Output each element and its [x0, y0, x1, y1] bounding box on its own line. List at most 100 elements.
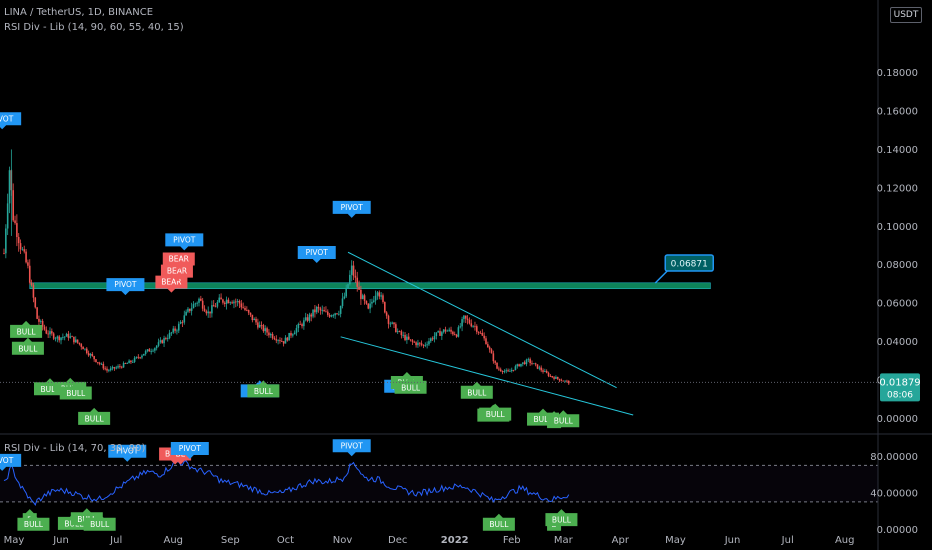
candle-body	[567, 380, 570, 384]
candle-body	[475, 326, 478, 332]
pivot-label[interactable]: PIVOT	[332, 200, 371, 218]
candle-body	[516, 364, 519, 367]
bull-label-text: BULL	[254, 387, 274, 396]
price-tick-label: 0.14000	[877, 145, 918, 156]
candle-body	[244, 307, 246, 310]
candle-body	[172, 328, 175, 333]
bear-label[interactable]: BEAR	[162, 252, 195, 270]
candle-body	[426, 344, 428, 346]
candle-body	[402, 334, 405, 336]
candle-body	[367, 303, 370, 309]
candle-body	[509, 371, 511, 372]
price-tick-label: 0.18000	[877, 68, 918, 79]
candle-body	[190, 308, 193, 311]
candle-body	[159, 340, 162, 343]
candle-body	[258, 324, 261, 328]
bull-label-box	[59, 382, 92, 400]
candle-body	[280, 341, 283, 342]
candle-body	[290, 332, 292, 336]
candle-body	[152, 350, 154, 352]
candle-body	[531, 363, 533, 364]
candle-body	[299, 323, 301, 325]
bull-label[interactable]: BULL	[83, 513, 116, 531]
candle-body	[5, 228, 7, 254]
candle-body	[321, 309, 324, 311]
candle-body	[505, 370, 508, 372]
candle-body	[76, 339, 79, 343]
candle-body	[85, 348, 88, 354]
candle-body	[415, 342, 417, 346]
candle-body	[65, 333, 68, 337]
candle-body	[47, 333, 49, 335]
bull-label-text: BULL	[66, 389, 86, 398]
candle-body	[165, 338, 167, 340]
bull-label[interactable]: BULL	[479, 403, 512, 421]
candle-body	[442, 329, 445, 333]
bull-label[interactable]: BULL	[460, 381, 493, 399]
pivot-label[interactable]: PIVOT	[297, 246, 336, 264]
candle-body	[51, 331, 53, 334]
candle-body	[238, 301, 241, 304]
bull-label[interactable]: BULL	[547, 410, 580, 428]
bull-label-box	[482, 513, 515, 531]
symbol-title[interactable]: LINA / TetherUS, 1D, BINANCE	[4, 7, 154, 18]
indicator-title[interactable]: RSI Div - Lib (14, 90, 60, 55, 40, 15)	[4, 22, 184, 33]
candle-body	[301, 324, 303, 327]
candle-body	[214, 306, 217, 308]
candle-body	[187, 308, 189, 312]
pivot-label[interactable]: PIVOT	[0, 453, 22, 471]
pivot-label[interactable]: PIVOT	[108, 444, 147, 462]
rsi-pane-title[interactable]: RSI Div - Lib (14, 70, 30, 90)	[4, 443, 146, 454]
bear-label[interactable]: BEAR	[160, 264, 193, 282]
candle-body	[424, 344, 427, 346]
bull-label[interactable]: BULL	[394, 376, 427, 394]
candle-body	[211, 305, 213, 314]
bear-label-box	[155, 275, 188, 293]
pivot-label-box	[297, 246, 336, 264]
candle-body	[481, 332, 484, 336]
pivot-label[interactable]: PIVOT	[170, 441, 209, 459]
candle-body	[249, 312, 252, 315]
bull-label[interactable]: BULL	[59, 382, 92, 400]
candle-body	[30, 282, 33, 286]
candle-body	[483, 335, 485, 339]
candle-body	[62, 337, 64, 338]
candle-body	[387, 315, 390, 324]
candle-body	[450, 329, 452, 332]
pivot-label[interactable]: PIVOT	[332, 439, 371, 457]
candle-body	[148, 349, 151, 352]
candle-body	[282, 341, 285, 344]
bull-label[interactable]: BULL	[78, 407, 111, 425]
candle-body	[314, 309, 316, 313]
pivot-label[interactable]: PIVOT	[106, 278, 145, 296]
candle-body	[52, 333, 55, 339]
bull-label[interactable]: BULL	[545, 509, 578, 527]
rsi-band	[0, 465, 878, 502]
candle-body	[494, 361, 496, 363]
pivot-label[interactable]: PIVOT	[165, 233, 204, 251]
candle-body	[304, 317, 307, 321]
candle-body	[308, 314, 311, 321]
bull-label[interactable]: BULL	[247, 380, 280, 398]
candle-body	[233, 301, 235, 304]
bull-label[interactable]: BULL	[11, 337, 44, 355]
candle-body	[457, 327, 460, 337]
candle-body	[201, 300, 204, 309]
pivot-label[interactable]: PIVOT	[0, 112, 22, 130]
candle-body	[404, 334, 406, 341]
bull-label[interactable]: BULL	[10, 320, 43, 338]
candle-body	[82, 346, 84, 350]
bull-label[interactable]: BULL	[482, 513, 515, 531]
currency-button[interactable]: USDT	[890, 7, 922, 23]
candle-body	[203, 308, 206, 312]
candle-body	[317, 306, 320, 309]
bull-label-box	[17, 513, 50, 531]
candle-body	[472, 325, 474, 327]
rsi-pane	[0, 460, 878, 507]
bull-label[interactable]: BULL	[17, 513, 50, 531]
bear-label[interactable]: BEAR	[155, 275, 188, 293]
pivot-label-text: PIVOT	[173, 235, 196, 244]
candle-body	[284, 337, 287, 344]
candle-body	[325, 311, 327, 313]
